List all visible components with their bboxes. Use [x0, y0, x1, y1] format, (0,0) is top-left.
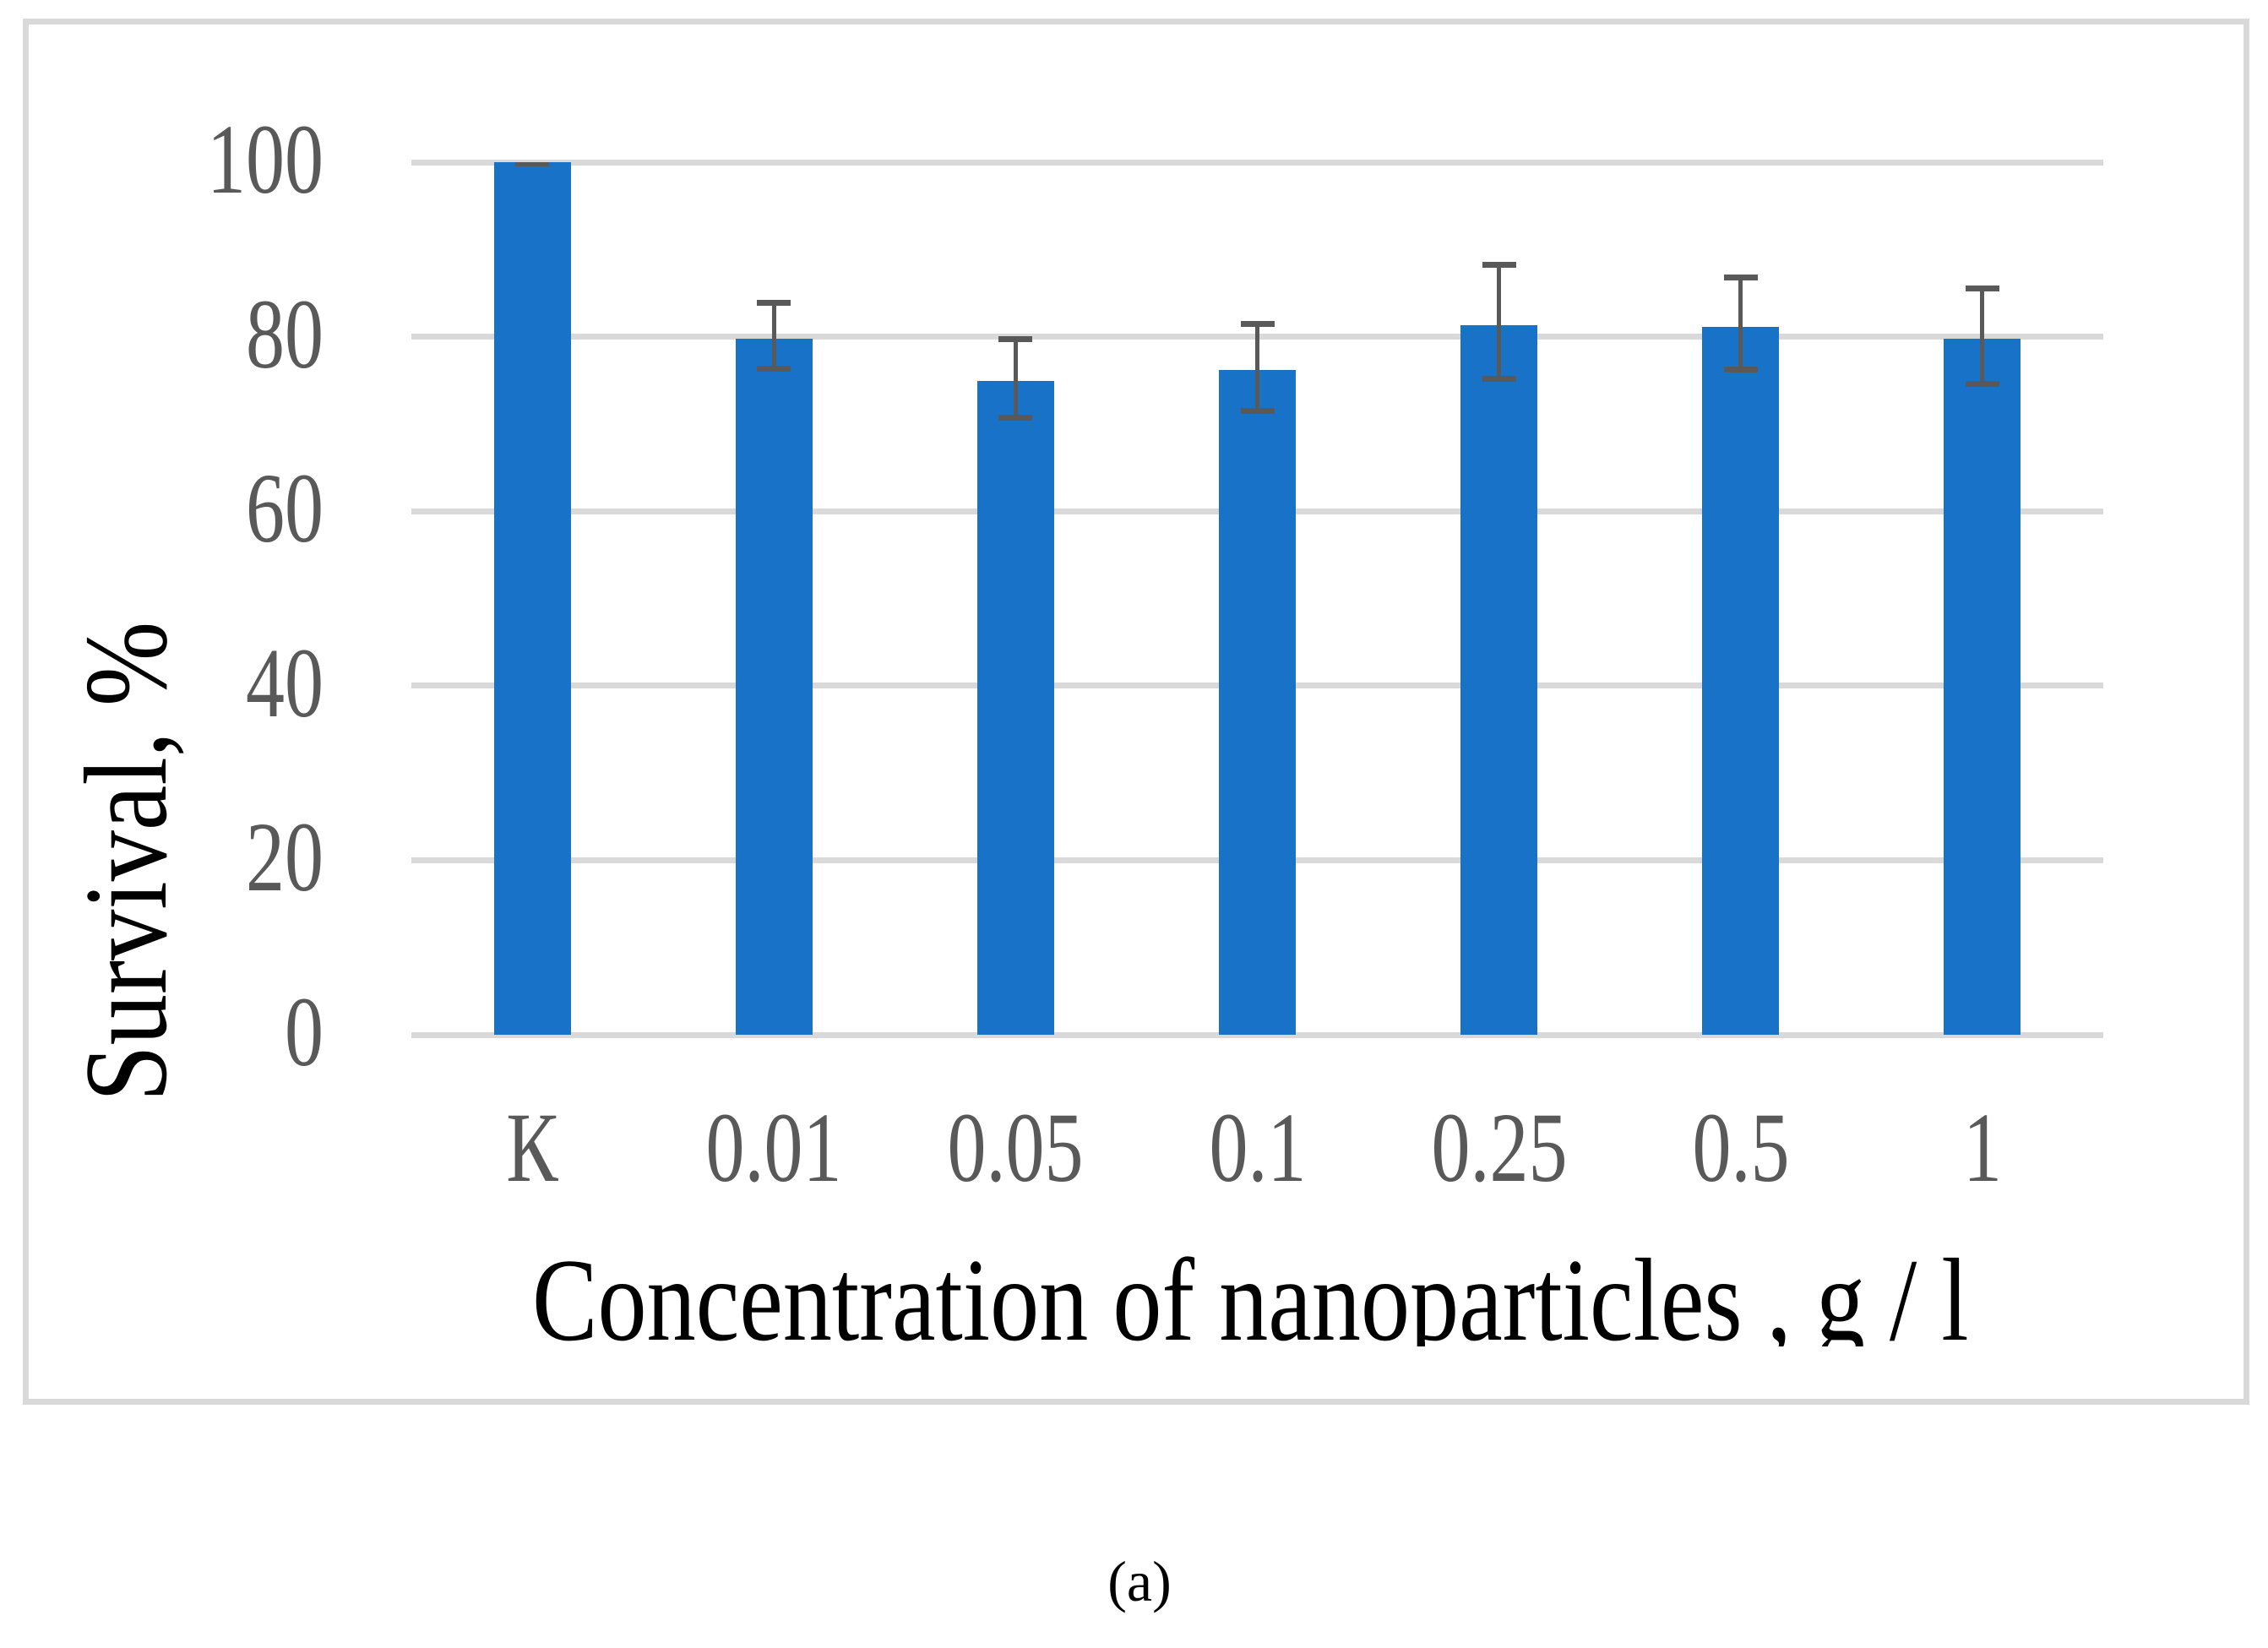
- error-bar: [1255, 324, 1259, 411]
- error-bar: [771, 302, 776, 369]
- error-bar-cap-top: [998, 336, 1033, 343]
- y-tick-label: 0: [284, 976, 324, 1087]
- error-bar-cap-bottom: [998, 415, 1033, 422]
- y-tick-label: 20: [245, 802, 324, 913]
- x-tick-label: 0.01: [705, 1092, 842, 1203]
- error-bar-cap-bottom: [757, 366, 791, 373]
- error-bar-cap: [515, 162, 550, 166]
- error-bar-cap-bottom: [1965, 380, 1999, 387]
- x-tick-label: 0.05: [947, 1092, 1084, 1203]
- gridline: [411, 1031, 2103, 1038]
- error-bar-cap-top: [1240, 320, 1275, 327]
- error-bar: [1738, 277, 1743, 370]
- bar: [1944, 338, 2021, 1035]
- y-tick-label: 80: [245, 278, 324, 389]
- bar: [1219, 369, 1296, 1035]
- bar: [493, 162, 571, 1035]
- x-tick-label: 0.1: [1208, 1092, 1307, 1203]
- bar: [735, 338, 813, 1035]
- y-tick-label: 60: [245, 453, 324, 564]
- x-axis-title-underlined: of nanoparticles: [1112, 1242, 1767, 1346]
- bar: [976, 381, 1054, 1035]
- x-tick-label: 0.5: [1692, 1092, 1790, 1203]
- error-bar-cap-top: [1482, 262, 1516, 269]
- error-bar: [1497, 264, 1502, 379]
- error-bar-cap-top: [757, 299, 791, 306]
- x-tick-label: 0.25: [1431, 1092, 1568, 1203]
- bar: [1460, 325, 1538, 1035]
- error-bar-cap-top: [1723, 274, 1758, 280]
- error-bar-cap-bottom: [1482, 375, 1516, 382]
- x-axis-title: Concentration of nanoparticles , g / l: [532, 1242, 1969, 1346]
- y-tick-label: 100: [206, 104, 324, 215]
- gridline: [411, 159, 2103, 166]
- x-axis-title-part: , g / l: [1766, 1242, 1969, 1346]
- x-axis-title-part: Concentration: [532, 1242, 1113, 1346]
- y-tick-label: 40: [245, 627, 324, 738]
- y-axis-title: Survival, %: [61, 621, 192, 1102]
- bar: [1702, 327, 1780, 1035]
- x-tick-label: К: [506, 1092, 558, 1203]
- chart-frame: [23, 19, 2249, 1405]
- error-bar-cap-bottom: [1240, 407, 1275, 414]
- error-bar: [1013, 339, 1018, 418]
- error-bar-cap-top: [1965, 286, 1999, 292]
- error-bar-cap-bottom: [1723, 367, 1758, 373]
- x-axis-title-container: Concentration of nanoparticles , g / l: [532, 1242, 2188, 1346]
- error-bar: [1980, 288, 1985, 384]
- x-tick-label: 1: [1962, 1092, 2002, 1203]
- figure-caption: (a): [1107, 1549, 1172, 1613]
